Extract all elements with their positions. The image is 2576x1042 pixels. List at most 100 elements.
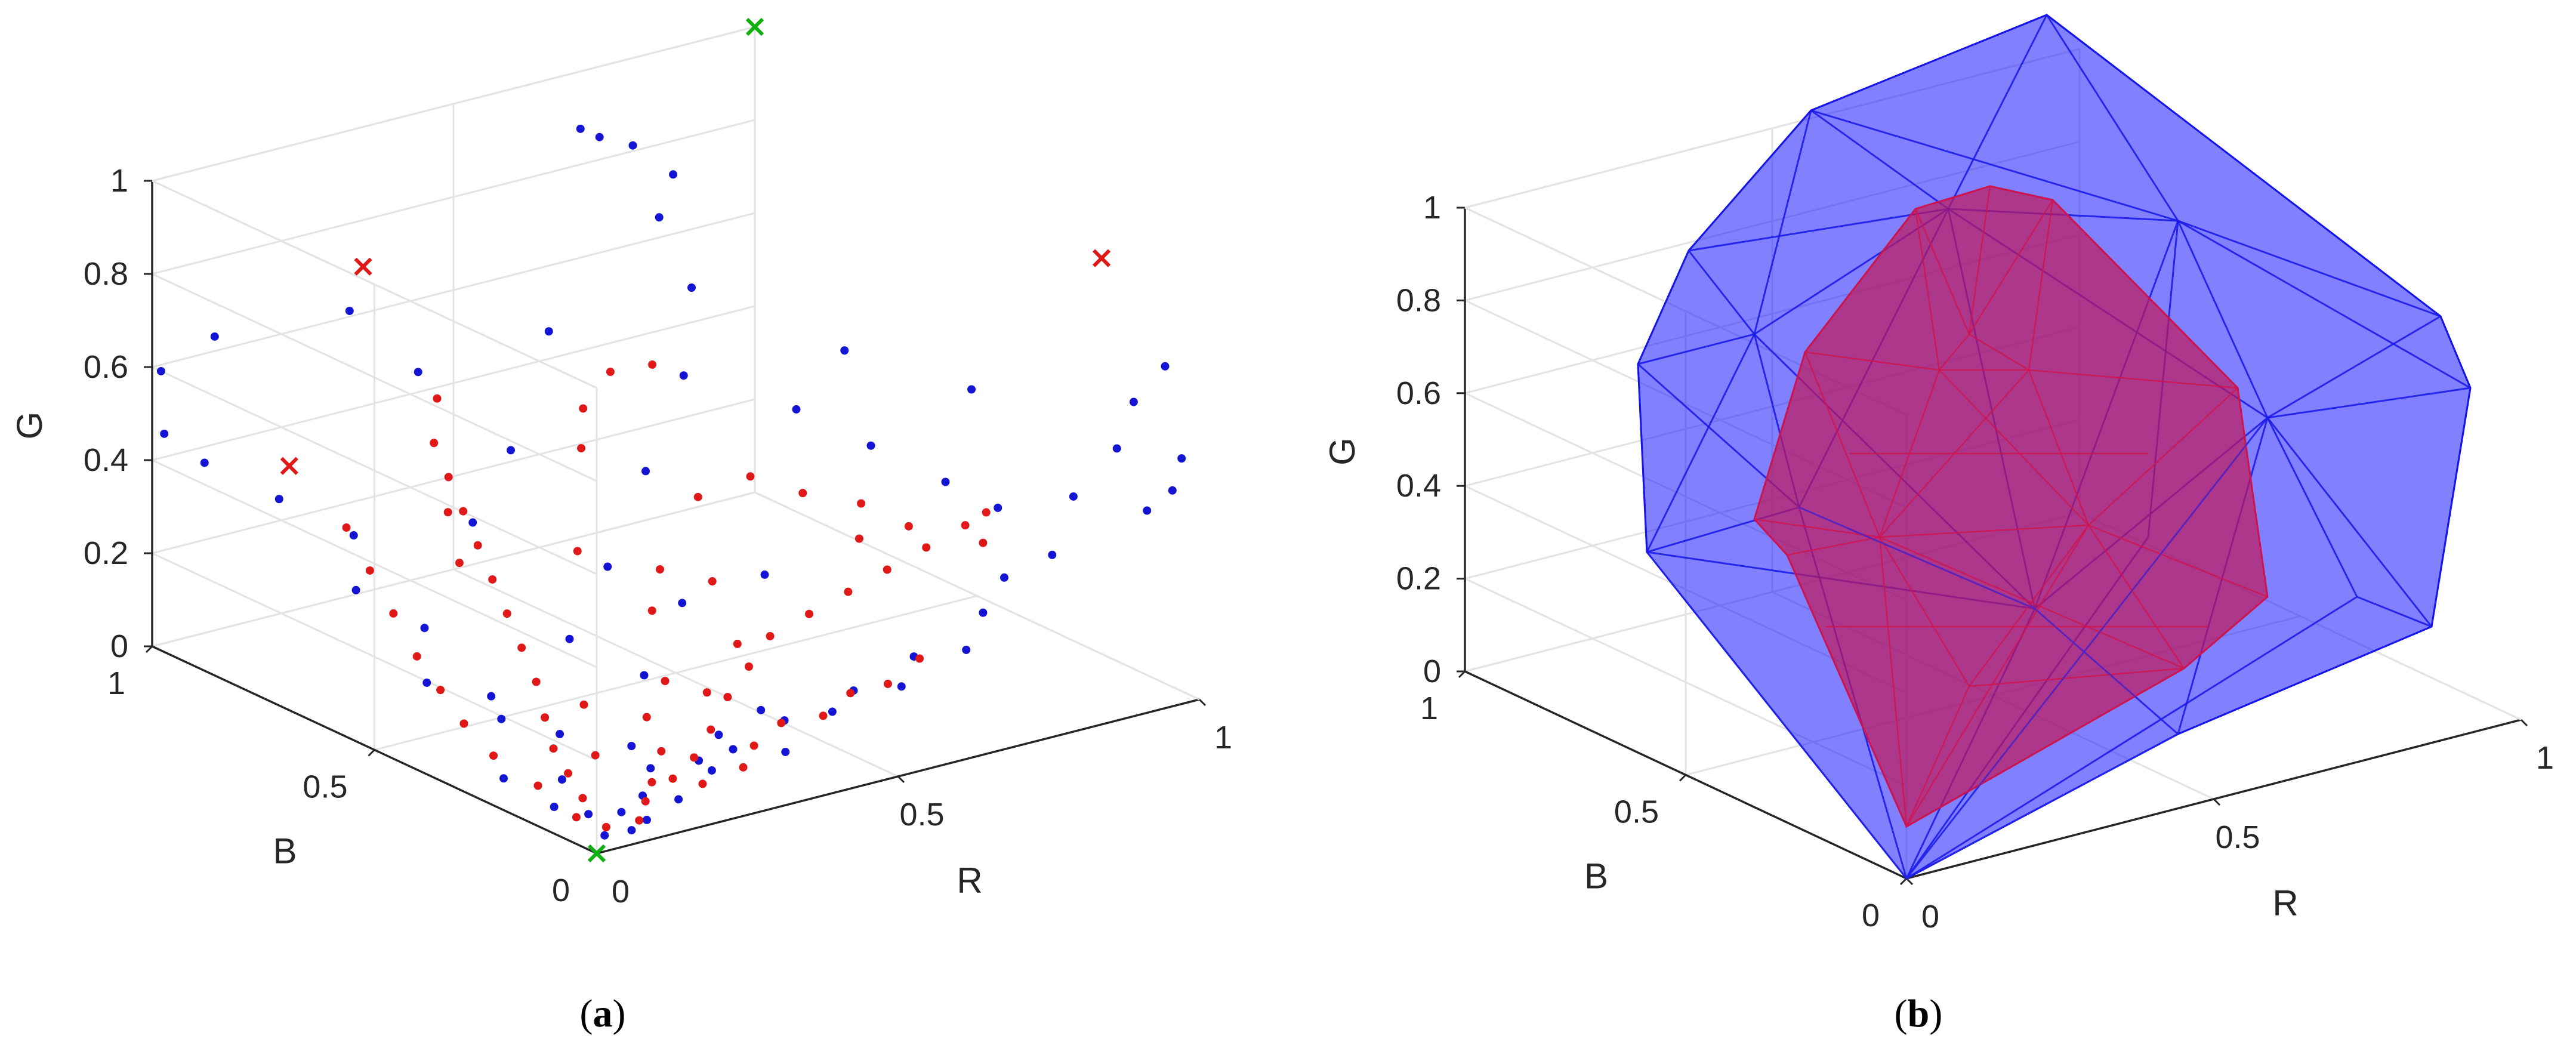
tick-label-g: 0.6 [84, 349, 128, 385]
scatter-point-red [573, 547, 582, 556]
inner-hull-edge [1905, 686, 1970, 827]
scatter-point-blue [468, 518, 477, 527]
tick-r [2213, 798, 2221, 806]
scatter-point-red [707, 725, 715, 734]
inner-hull-edge [1914, 208, 1970, 335]
outer-hull-front-edge [1906, 417, 2268, 879]
scatter-point-red [982, 508, 991, 517]
scatter-point-red [572, 813, 581, 822]
x-marker-green [745, 17, 764, 36]
scatter-point-blue [828, 707, 837, 716]
tick-r [897, 775, 905, 784]
scatter-point-red [365, 566, 374, 575]
x-marker-stroke [587, 844, 606, 863]
outer-hull-edge [2046, 14, 2179, 221]
inner-hull-edge [2088, 524, 2268, 598]
inner-hull-edge [1939, 334, 1970, 371]
caption-a: (a) [580, 992, 626, 1035]
inner-hull-edge [1878, 537, 1908, 827]
outer-hull-edge [2267, 315, 2441, 419]
outer-hull-edge [2177, 220, 2269, 418]
tick-label-g: 1 [110, 163, 128, 199]
scatter-point-blue [414, 368, 422, 377]
scatter-point-blue [781, 747, 790, 756]
tick-label-b: 0.5 [1614, 794, 1659, 830]
scatter-point-blue [1161, 362, 1170, 371]
scatter-point-red [502, 609, 511, 618]
tick-label-r: 0 [612, 874, 630, 910]
scatter-point-blue [556, 730, 564, 739]
scatter-point-red [805, 609, 813, 618]
scatter-point-blue [422, 678, 431, 687]
scatter-point-blue [617, 807, 626, 816]
scatter-point-red [745, 662, 753, 671]
scatter-point-blue [641, 467, 650, 476]
inner-hull-edge [1754, 519, 1788, 556]
outer-hull-edge [1906, 596, 2358, 880]
inner-hull-edge [1969, 667, 2185, 688]
tick-b [1679, 774, 1687, 782]
outer-hull-edge [2266, 417, 2433, 627]
scatter-point-blue [646, 764, 655, 773]
scatter-point-red [708, 577, 717, 586]
scatter-point-blue [792, 405, 801, 414]
outer-hull-edge [1810, 109, 1949, 210]
scatter-point-blue [200, 458, 209, 467]
inner-hull-edge [1969, 333, 2029, 371]
scatter-point-red [533, 781, 542, 790]
scatter-point-red [904, 522, 913, 531]
inner-hull-edge [2052, 199, 2238, 389]
scatter-point-red [564, 769, 572, 778]
outer-hull-edge [2177, 625, 2432, 735]
tick-label-r: 1 [1214, 720, 1232, 756]
caption-b: (b) [1895, 992, 1943, 1035]
scatter-point-red [690, 753, 699, 762]
scatter-point-blue [866, 441, 875, 450]
inner-hull-edge [1787, 536, 1880, 556]
scatter-point-red [473, 541, 482, 550]
scatter-point-blue [840, 346, 849, 355]
tick-b [145, 645, 153, 653]
inner-hull-edge [1879, 369, 2029, 538]
scatter-point-red [798, 489, 807, 498]
x-marker-stroke [280, 457, 298, 475]
scatter-point-red [844, 587, 853, 596]
scatter-point-blue [499, 774, 508, 783]
scatter-point-blue [1000, 573, 1008, 582]
tick-label-g: 0.2 [84, 535, 128, 571]
scatter-point-blue [603, 562, 612, 571]
scatter-point-red [922, 543, 931, 552]
axis-label-g: G [10, 412, 50, 440]
scatter-point-blue [550, 803, 559, 812]
outer-hull-edge [2177, 220, 2441, 317]
inner-hull-edge [1804, 208, 1916, 353]
tick-label-r: 0.5 [899, 797, 944, 833]
outer-hull-edge [1646, 334, 1756, 553]
scatter-point-blue [497, 714, 506, 723]
axis-label-r: R [2272, 883, 2298, 923]
scatter-point-red [517, 643, 526, 652]
scatter-point-red [979, 538, 988, 547]
scatter-point-blue [729, 745, 738, 754]
scatter-point-blue [757, 705, 766, 714]
scatter-point-blue [565, 634, 574, 643]
tick-b [368, 749, 375, 757]
axis-label-b: B [273, 831, 297, 871]
inner-hull-edge [1939, 369, 2089, 526]
outer-hull-edge [1688, 208, 1949, 252]
scatter-point-red [883, 565, 891, 574]
inner-hull-edge [1753, 352, 1806, 520]
scatter-point-red [647, 606, 656, 615]
scatter-point-red [661, 677, 670, 686]
scatter-point-blue [640, 671, 649, 680]
scatter-point-red [635, 816, 644, 825]
tick-label-r: 0.5 [2215, 819, 2260, 855]
scatter-point-red [702, 688, 711, 697]
scatter-point-red [723, 693, 732, 702]
scatter-point-blue [941, 477, 950, 486]
scatter-point-blue [655, 213, 664, 222]
inner-hull-edge [1906, 667, 2185, 828]
scatter-point-red [459, 719, 468, 728]
scatter-point-red [746, 472, 755, 481]
